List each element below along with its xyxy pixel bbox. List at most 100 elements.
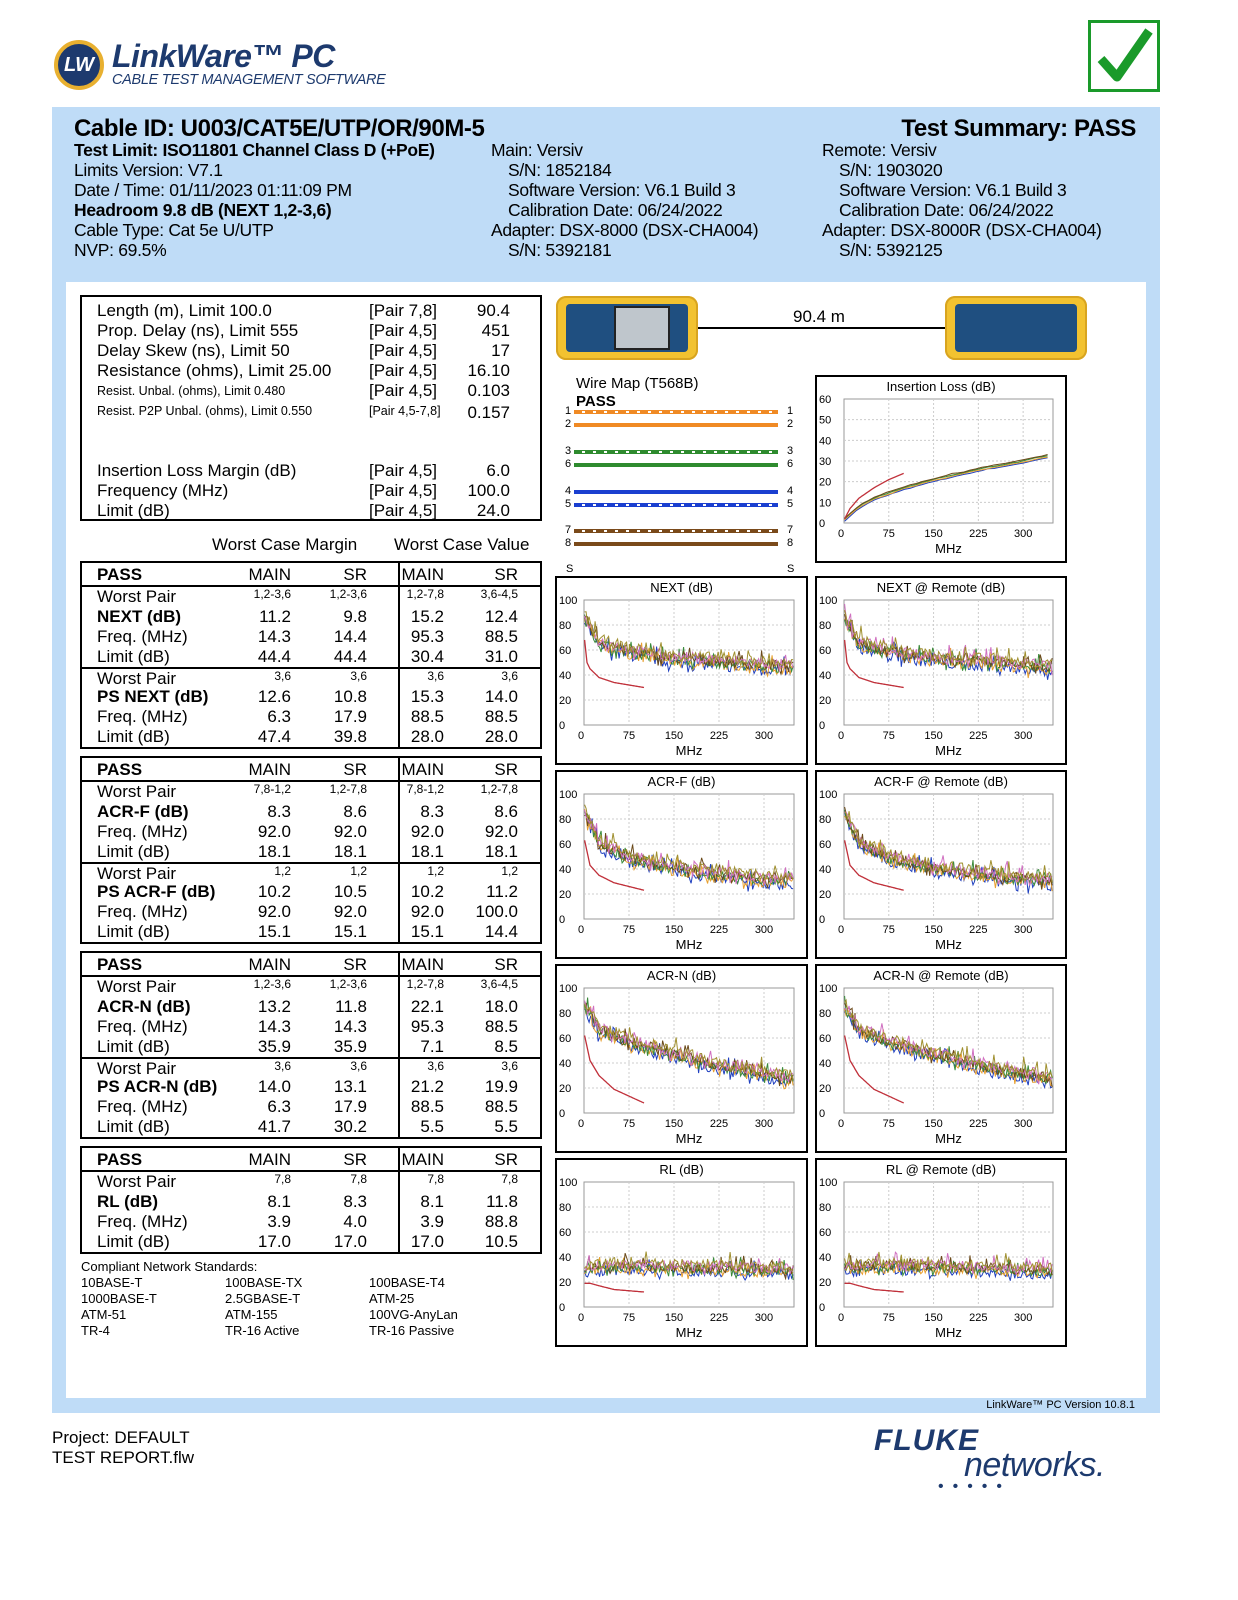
- cell-value: 3.9: [420, 1212, 444, 1231]
- cell-value: 1,2: [274, 864, 291, 878]
- cell-value: 7,8: [350, 1172, 367, 1186]
- row-label: Freq. (MHz): [97, 707, 188, 726]
- measured-trace: [844, 454, 1048, 519]
- cell-value: 3,6: [350, 669, 367, 683]
- cell-value: 1,2: [501, 864, 518, 878]
- chart-acrf: ACR-F (dB) 0 20 40 60 80 100 0 75 150 225 300 MHz: [555, 770, 808, 959]
- pin-right: 5: [787, 498, 794, 510]
- y-tick-label: 60: [559, 645, 571, 657]
- result-table: PASS MAIN SR MAIN SR Worst Pair 7,8-1,2 1,2-7,8…: [80, 756, 542, 944]
- y-tick-label: 40: [819, 864, 831, 876]
- summary-label: Resist. Unbal. (ohms), Limit 0.480: [97, 384, 286, 398]
- cell-value: 21.2: [410, 1077, 444, 1096]
- table-status: PASS: [97, 565, 143, 584]
- cell-value: 8.1: [267, 1192, 291, 1211]
- x-tick-label: 150: [665, 924, 683, 936]
- y-tick-label: 80: [559, 620, 571, 632]
- cell-value: 39.8: [333, 727, 367, 746]
- x-axis-label: MHz: [935, 1131, 962, 1146]
- limit-line: [843, 1035, 904, 1104]
- table-row: Worst Pair 7,8 7,8 7,8 7,8: [82, 1172, 540, 1192]
- summary-pair: [Pair 7,8]: [369, 301, 438, 320]
- table-status: PASS: [97, 760, 143, 779]
- wire-6: [574, 463, 778, 467]
- chart-title: ACR-N @ Remote (dB): [873, 968, 1008, 983]
- x-axis-label: MHz: [676, 1131, 703, 1146]
- cell-value: 8.3: [343, 1192, 367, 1211]
- tester-main-icon: [556, 296, 698, 360]
- x-tick-label: 300: [1014, 528, 1032, 540]
- pin-right: 8: [787, 537, 794, 549]
- table-row: Limit (dB) 44.4 44.4 30.4 31.0: [82, 647, 540, 667]
- x-tick-label: 225: [710, 924, 728, 936]
- worst-case-margin-heading: Worst Case Margin: [212, 535, 358, 554]
- logo-name: LinkWare™ PC: [112, 38, 335, 74]
- cell-value: 7,8: [427, 1172, 444, 1186]
- worst-case-value-heading: Worst Case Value: [394, 535, 530, 554]
- wire-8: [574, 542, 778, 546]
- table-row: Worst Pair 3,6 3,6 3,6 3,6: [82, 1057, 540, 1078]
- summary-value: 17: [491, 341, 510, 360]
- cell-value: 1,2-7,8: [329, 782, 367, 796]
- y-tick-label: 30: [819, 456, 831, 468]
- y-tick-label: 50: [819, 415, 831, 427]
- column-divider: [398, 758, 400, 942]
- x-axis-label: MHz: [676, 743, 703, 758]
- y-tick-label: 40: [819, 1252, 831, 1264]
- table-header: PASS MAIN SR MAIN SR: [82, 953, 540, 977]
- y-tick-label: 20: [819, 477, 831, 489]
- y-tick-label: 20: [819, 695, 831, 707]
- column-header: MAIN: [248, 760, 292, 779]
- table-header: PASS MAIN SR MAIN SR: [82, 563, 540, 587]
- cell-value: 92.0: [333, 902, 367, 921]
- column-header: SR: [494, 565, 518, 584]
- table-row: Limit (dB) 41.7 30.2 5.5 5.5: [82, 1117, 540, 1137]
- x-tick-label: 75: [883, 1312, 895, 1324]
- summary-label: Delay Skew (ns), Limit 50: [97, 341, 290, 360]
- header-main-line: S/N: 1852184: [508, 160, 612, 180]
- chart-svg: ACR-F @ Remote (dB) 0 20 40 60 80 100 0 75 150 225…: [819, 774, 1054, 952]
- header-left-line: Cable Type: Cat 5e U/UTP: [74, 220, 274, 240]
- y-tick-label: 100: [819, 1177, 837, 1189]
- tester-remote-icon: [945, 296, 1087, 360]
- summary-pair: [Pair 4,5-7,8]: [369, 404, 441, 418]
- cell-value: 92.0: [257, 822, 291, 841]
- cell-value: 14.3: [257, 627, 291, 646]
- column-header: MAIN: [401, 1150, 445, 1169]
- y-tick-label: 40: [559, 864, 571, 876]
- column-header: MAIN: [401, 760, 445, 779]
- cell-value: 10.5: [333, 882, 367, 901]
- chart-title: ACR-F @ Remote (dB): [874, 774, 1008, 789]
- wire-map-result: PASS: [576, 393, 616, 410]
- row-label: ACR-F (dB): [97, 802, 189, 821]
- cell-value: 19.9: [484, 1077, 518, 1096]
- standard-item: 100VG-AnyLan: [369, 1307, 458, 1322]
- cell-value: 15.1: [410, 922, 444, 941]
- table-row: Worst Pair 1,2-3,6 1,2-3,6 1,2-7,8 3,6-4,5: [82, 977, 540, 997]
- standard-item: ATM-51: [81, 1307, 127, 1322]
- row-label: Worst Pair: [97, 1172, 177, 1191]
- fluke-wordmark: FLUKE: [874, 1424, 979, 1457]
- row-label: Worst Pair: [97, 782, 177, 801]
- row-label: Limit (dB): [97, 1232, 170, 1251]
- measured-trace: [844, 1261, 1053, 1279]
- row-label: Worst Pair: [97, 1059, 177, 1078]
- x-axis-label: MHz: [935, 937, 962, 952]
- pin-left: 1: [565, 405, 572, 417]
- y-tick-label: 40: [559, 1252, 571, 1264]
- cell-value: 31.0: [484, 647, 518, 666]
- measured-trace: [584, 813, 794, 890]
- cell-value: 17.0: [333, 1232, 367, 1251]
- row-label: Freq. (MHz): [97, 1212, 188, 1231]
- standard-item: TR-4: [81, 1323, 110, 1338]
- limit-line: [843, 840, 904, 891]
- row-label: Worst Pair: [97, 977, 177, 996]
- cable-length-label: 90.4 m: [793, 307, 845, 326]
- y-tick-label: 60: [559, 1227, 571, 1239]
- networks-wordmark: networks.: [964, 1446, 1106, 1484]
- row-label: Limit (dB): [97, 647, 170, 666]
- standard-item: ATM-155: [225, 1307, 278, 1322]
- chart-title: NEXT @ Remote (dB): [877, 580, 1006, 595]
- cell-value: 18.1: [484, 842, 518, 861]
- result-table: PASS MAIN SR MAIN SR Worst Pair 7,8 7,8 7,8 7,8 RL…: [80, 1146, 542, 1254]
